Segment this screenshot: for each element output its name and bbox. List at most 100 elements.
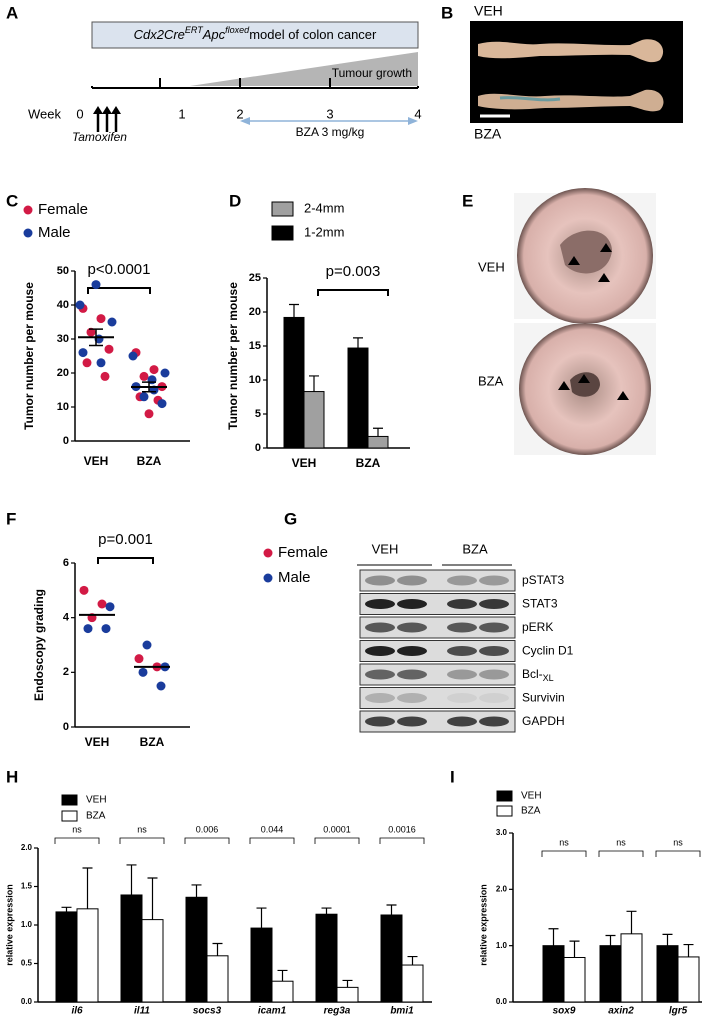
y-tick-label: 0: [63, 435, 69, 447]
legend-label: Male: [38, 224, 71, 241]
data-point: [101, 624, 111, 634]
bar: [656, 945, 679, 1003]
blot-band: [365, 693, 395, 703]
legend-label: Female: [278, 544, 328, 561]
blot-band: [397, 622, 427, 633]
data-point: [96, 314, 106, 324]
week-label: Week: [28, 106, 61, 121]
legend-label: BZA: [86, 811, 106, 822]
error-bar: [147, 877, 158, 920]
y-tick-label: 4: [63, 612, 70, 624]
error-bar: [277, 969, 288, 982]
significance-bracket: [119, 837, 165, 844]
y-axis-label: Tumor number per mouse: [226, 282, 240, 430]
error-bar: [626, 910, 637, 934]
bar: [401, 964, 424, 1003]
x-tick-label: socs3: [193, 1006, 222, 1017]
legend-swatch: [496, 805, 513, 817]
image-label: VEH: [478, 259, 505, 274]
panel-letter: D: [229, 191, 241, 210]
blot-band: [479, 669, 509, 680]
image-label: BZA: [478, 373, 504, 388]
blot-label-text: pERK: [522, 620, 553, 634]
p-value: 0.0001: [323, 824, 351, 834]
significance-bracket: [184, 837, 230, 844]
significance-bracket: [87, 287, 151, 294]
blot-band: [365, 622, 395, 633]
title-part: model of colon cancer: [249, 27, 377, 42]
y-tick-label: 30: [57, 333, 69, 345]
error-bar: [82, 867, 93, 909]
significance-bracket: [598, 850, 644, 857]
data-point: [157, 399, 167, 409]
growth-label: Tumour growth: [332, 66, 412, 80]
x-tick-label: bmi1: [390, 1006, 414, 1017]
panel-letter: A: [6, 3, 18, 22]
blot-label-text: STAT3: [522, 597, 558, 611]
significance-bracket: [54, 837, 100, 844]
data-point: [134, 654, 144, 664]
error-bar: [309, 375, 319, 392]
legend-swatch: [61, 794, 78, 806]
blot-band: [479, 599, 509, 609]
y-tick-label: 6: [63, 557, 69, 569]
significance-bracket: [314, 837, 360, 844]
bar: [141, 919, 164, 1003]
error-bar: [683, 943, 694, 957]
bar: [347, 347, 369, 449]
p-value: 0.0016: [388, 824, 416, 834]
bar: [599, 945, 622, 1003]
y-axis-label: Endoscopy grading: [32, 589, 46, 701]
error-bar: [386, 904, 397, 915]
p-value: ns: [137, 824, 147, 834]
data-point: [138, 667, 148, 677]
blot-strip: [359, 687, 516, 709]
legend-marker: [263, 573, 273, 583]
model-title: Cdx2CreERTApcfloxedmodel of colon cancer: [134, 25, 377, 42]
error-bar: [142, 381, 156, 393]
bar: [206, 955, 229, 1003]
y-axis-label: relative expression: [478, 884, 488, 966]
significance-bracket: [97, 557, 154, 564]
x-tick-label: il6: [71, 1006, 83, 1017]
blot-label-sub: XL: [543, 673, 554, 683]
y-tick-label: 50: [57, 265, 69, 277]
y-tick-label: 0: [255, 442, 261, 454]
data-point: [96, 358, 106, 368]
tumor-markers: [568, 243, 612, 282]
legend-marker: [23, 228, 33, 238]
y-tick-label: 3.0: [496, 828, 508, 837]
x-tick-label: reg3a: [324, 1006, 351, 1017]
p-value: 0.044: [261, 824, 284, 834]
blot-band: [447, 622, 477, 633]
data-point: [83, 624, 93, 634]
legend-label: 1-2mm: [304, 224, 344, 239]
tumor-markers: [558, 374, 629, 400]
blot-group: BZA: [462, 541, 488, 556]
error-bar: [191, 884, 202, 898]
tamoxifen-arrows: [93, 106, 121, 132]
significance-bracket: [379, 837, 425, 844]
data-point: [86, 327, 96, 337]
blot-band: [447, 716, 477, 727]
blot-band: [447, 693, 477, 703]
blot-band: [365, 599, 395, 609]
lumen: [570, 372, 600, 397]
data-point: [156, 681, 166, 691]
tamoxifen-label: Tamoxifen: [72, 130, 127, 144]
bar: [76, 908, 99, 1003]
treatment-label: BZA 3 mg/kg: [296, 125, 365, 139]
title-sup: floxed: [225, 25, 250, 35]
panel-letter: C: [6, 191, 18, 210]
bar: [250, 927, 273, 1003]
week-label: 2: [236, 106, 243, 121]
panel-letter: G: [284, 509, 297, 528]
blot-label: Bcl-XL: [522, 667, 554, 683]
y-tick-label: 2.0: [21, 843, 33, 852]
week-label: 4: [414, 106, 421, 121]
x-tick-label: BZA: [356, 456, 381, 470]
blot-band: [479, 693, 509, 703]
data-point: [100, 371, 110, 381]
error-bar: [662, 933, 673, 946]
